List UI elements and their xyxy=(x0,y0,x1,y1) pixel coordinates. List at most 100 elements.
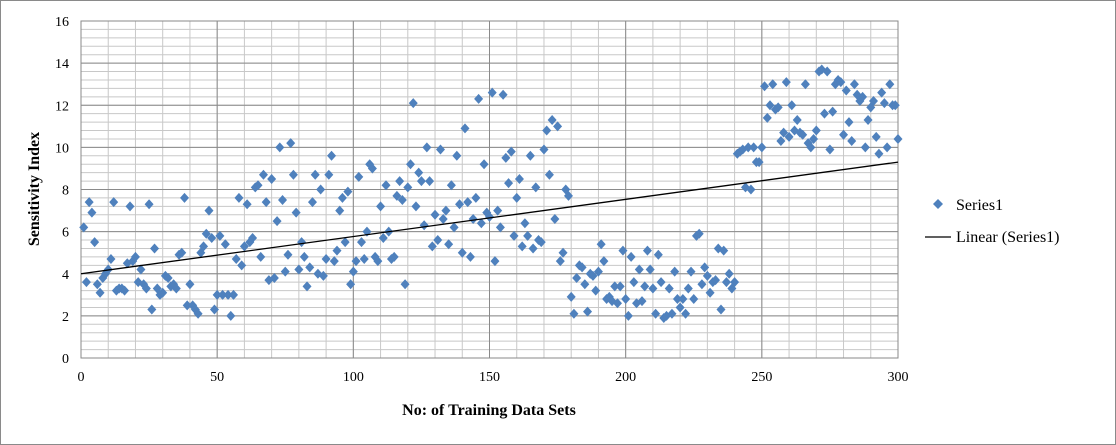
data-point xyxy=(307,197,317,208)
x-axis-title: No: of Training Data Sets xyxy=(402,402,576,419)
data-point xyxy=(351,256,361,267)
data-point xyxy=(204,205,214,216)
data-point xyxy=(531,182,541,193)
data-point xyxy=(193,308,203,319)
y-tick-label: 0 xyxy=(62,352,69,367)
data-point xyxy=(278,195,288,206)
data-point xyxy=(730,277,740,288)
data-point xyxy=(504,178,514,189)
data-point xyxy=(520,218,530,229)
series1-points xyxy=(79,64,903,323)
data-point xyxy=(651,308,661,319)
y-tick-label: 12 xyxy=(55,99,69,114)
data-point xyxy=(286,138,296,149)
data-point xyxy=(435,144,445,155)
data-point xyxy=(348,266,358,277)
data-point xyxy=(593,266,603,277)
data-point xyxy=(721,277,731,288)
legend-trendline-label: Linear (Series1) xyxy=(956,229,1060,246)
data-point xyxy=(378,232,388,243)
data-point xyxy=(512,192,522,203)
data-point xyxy=(136,264,146,275)
data-point xyxy=(158,287,168,298)
x-tick-label: 150 xyxy=(479,370,500,385)
data-point xyxy=(610,281,620,292)
data-point xyxy=(871,131,881,142)
data-point xyxy=(280,266,290,277)
data-point xyxy=(615,281,625,292)
data-point xyxy=(397,195,407,206)
data-point xyxy=(517,241,527,252)
data-point xyxy=(719,245,729,256)
y-tick-label: 8 xyxy=(62,184,69,199)
data-point xyxy=(890,100,900,111)
data-point xyxy=(550,213,560,224)
data-point xyxy=(381,180,391,191)
data-point xyxy=(357,237,367,248)
data-point xyxy=(147,304,157,315)
data-point xyxy=(408,98,418,109)
legend-series1-label: Series1 xyxy=(956,197,1003,214)
data-point xyxy=(700,262,710,273)
data-point xyxy=(416,176,426,187)
data-point xyxy=(237,260,247,271)
data-point xyxy=(501,152,511,163)
data-point xyxy=(572,272,582,283)
data-point xyxy=(528,243,538,254)
y-axis-ticks: 0 2 4 6 8 10 12 14 16 xyxy=(55,15,69,367)
data-point xyxy=(765,100,775,111)
data-point xyxy=(163,272,173,283)
data-point xyxy=(400,279,410,290)
data-point xyxy=(207,232,217,243)
data-point xyxy=(332,245,342,256)
data-point xyxy=(893,133,903,144)
data-point xyxy=(784,131,794,142)
data-point xyxy=(106,254,116,265)
data-point xyxy=(302,281,312,292)
data-point xyxy=(267,173,277,184)
data-point xyxy=(433,235,443,246)
data-point xyxy=(539,144,549,155)
data-point xyxy=(275,142,285,153)
data-point xyxy=(337,192,347,203)
data-point xyxy=(414,167,424,178)
data-point xyxy=(305,262,315,273)
data-point xyxy=(514,173,524,184)
x-tick-label: 100 xyxy=(343,370,364,385)
data-point xyxy=(199,241,209,252)
data-point xyxy=(340,237,350,248)
data-point xyxy=(847,136,857,147)
data-point xyxy=(218,289,228,300)
data-point xyxy=(664,283,674,294)
data-point xyxy=(403,182,413,193)
data-point xyxy=(623,310,633,321)
data-point xyxy=(215,230,225,241)
data-point xyxy=(642,245,652,256)
data-point xyxy=(479,159,489,170)
data-point xyxy=(809,133,819,144)
data-point xyxy=(406,159,416,170)
data-point xyxy=(258,169,268,180)
data-point xyxy=(179,192,189,203)
data-point xyxy=(591,285,601,296)
data-point xyxy=(130,251,140,262)
data-point xyxy=(354,171,364,182)
data-point xyxy=(787,100,797,111)
data-point xyxy=(444,239,454,250)
y-tick-label: 14 xyxy=(55,57,69,72)
data-point xyxy=(760,81,770,92)
data-point xyxy=(79,222,89,233)
data-point xyxy=(223,289,233,300)
data-point xyxy=(81,277,91,288)
data-point xyxy=(120,285,130,296)
data-point xyxy=(569,308,579,319)
data-point xyxy=(335,205,345,216)
data-point xyxy=(253,180,263,191)
data-point xyxy=(544,169,554,180)
data-point xyxy=(792,114,802,125)
data-point xyxy=(694,228,704,239)
data-point xyxy=(125,201,135,212)
data-point xyxy=(667,308,677,319)
